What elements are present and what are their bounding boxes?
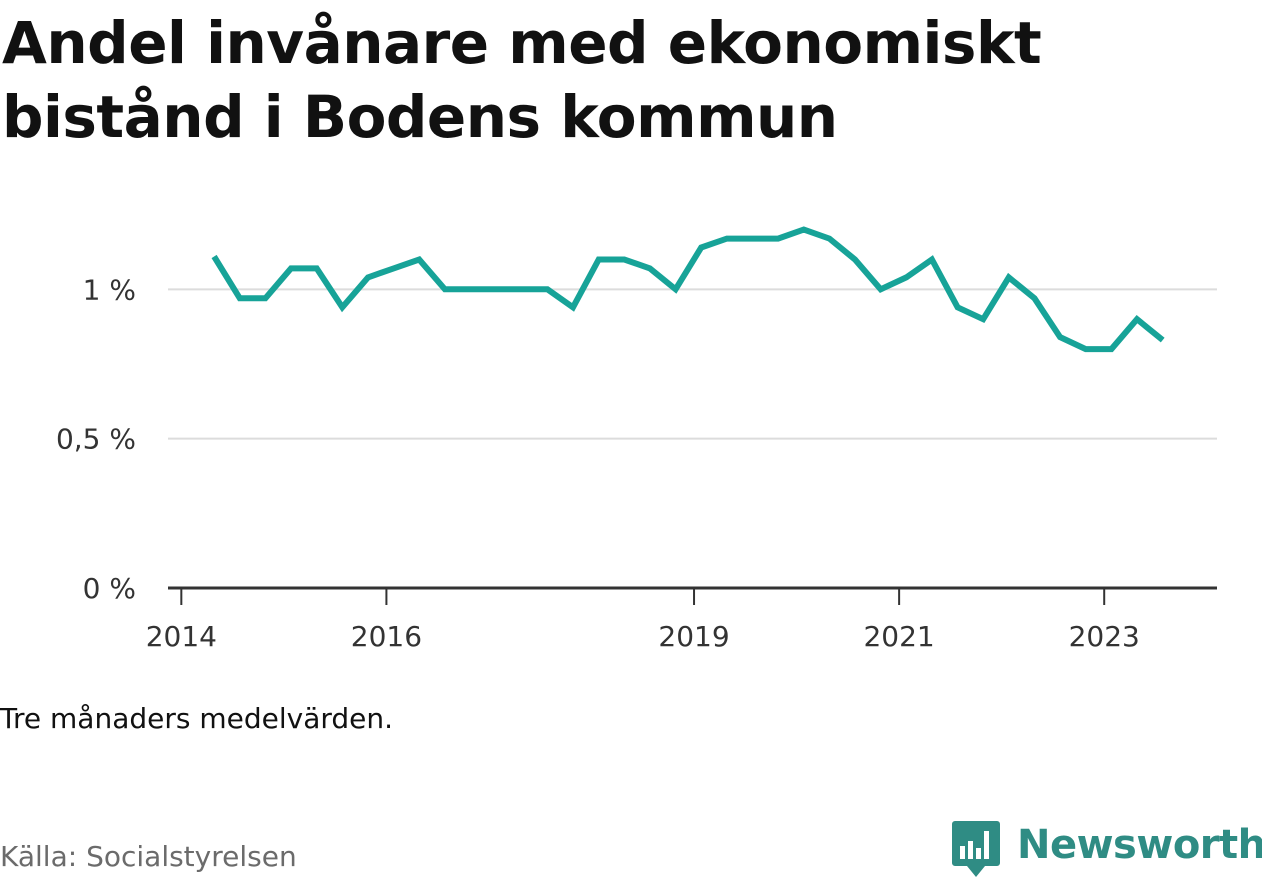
chart-title: Andel invånare med ekonomiskt bistånd i … <box>2 9 1042 151</box>
y-axis-tick-labels: 0 % 0,5 % 1 % <box>56 273 136 605</box>
x-tick-label: 2021 <box>863 620 934 653</box>
chart-note: Tre månaders medelvärden. <box>0 702 394 735</box>
y-tick-label: 1 % <box>83 273 136 306</box>
series-layer <box>211 226 1165 353</box>
y-tick-label: 0,5 % <box>56 423 136 456</box>
gridlines <box>168 288 1217 440</box>
y-tick-label: 0 % <box>83 572 136 605</box>
brand-name: Newsworthy <box>1017 822 1262 868</box>
bar-chart-speech-bubble-icon <box>952 821 1000 877</box>
x-tick-label: 2014 <box>146 620 217 653</box>
x-tick-label: 2023 <box>1069 620 1140 653</box>
line-chart: 0 % 0,5 % 1 % 2014 2016 2019 2021 2023 <box>56 226 1217 653</box>
x-axis: 2014 2016 2019 2021 2023 <box>146 586 1217 653</box>
x-tick-label: 2016 <box>351 620 422 653</box>
newsworthy-logo: Newsworthy <box>951 817 1262 879</box>
source-credit: Källa: Socialstyrelsen <box>0 840 297 873</box>
series-line <box>211 226 1165 353</box>
x-tick-label: 2019 <box>658 620 729 653</box>
